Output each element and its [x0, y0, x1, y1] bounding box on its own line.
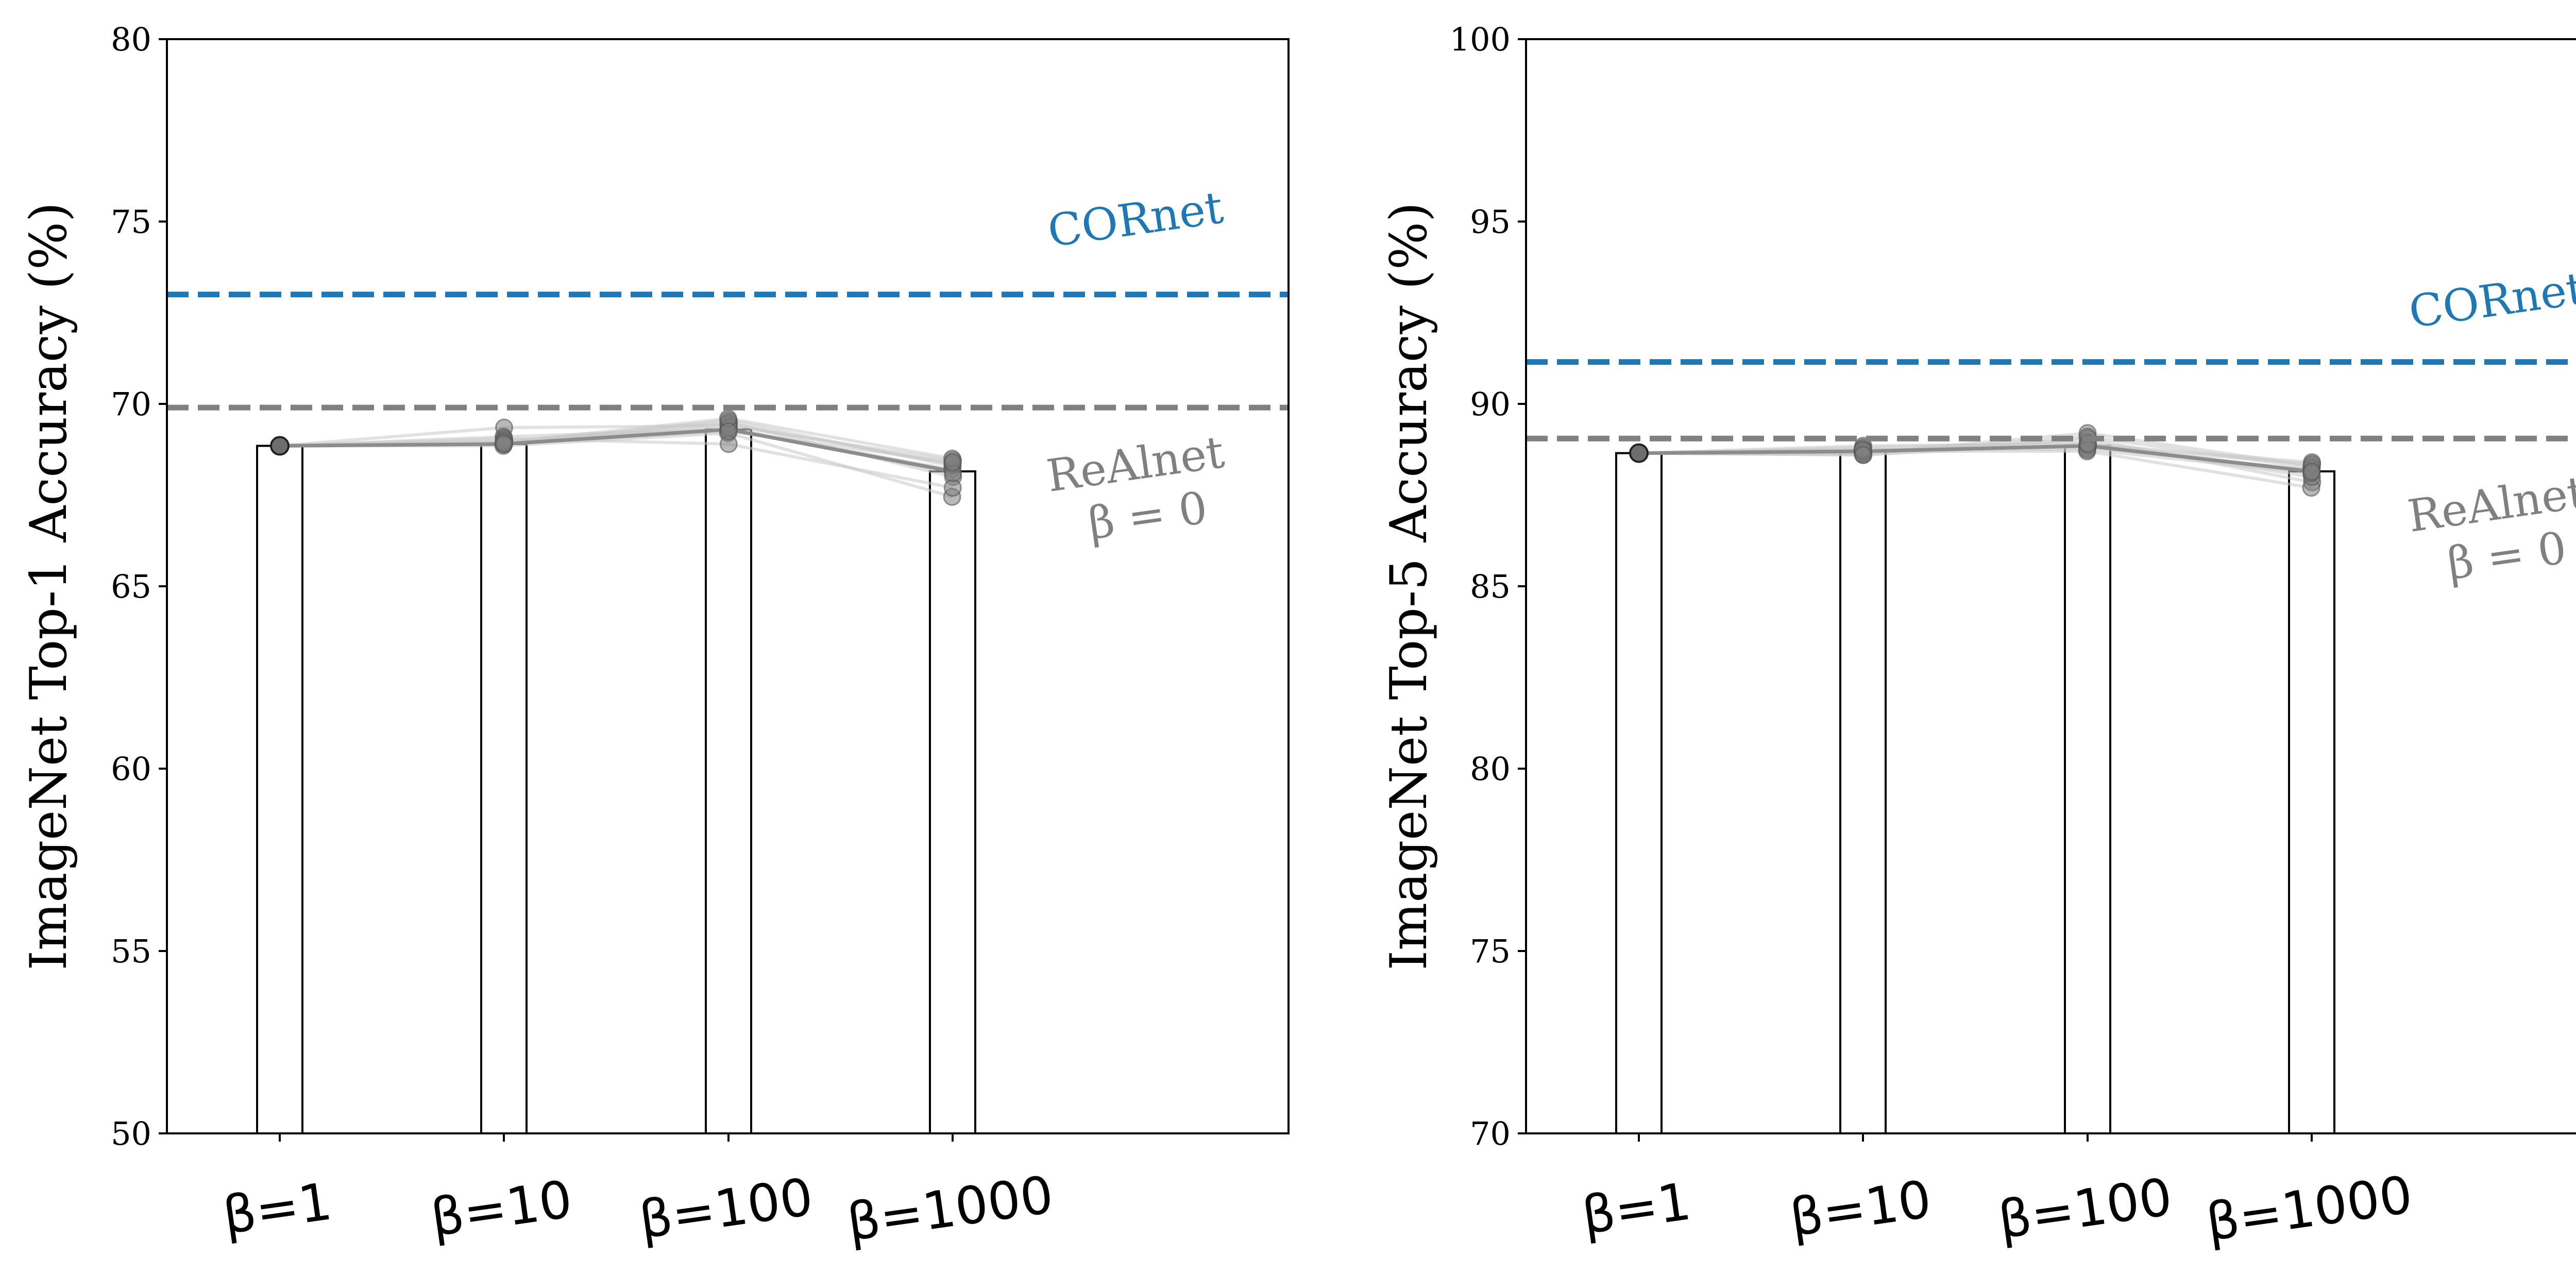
plot-area-top5	[1526, 39, 2576, 1133]
data-point	[495, 435, 513, 453]
y-tick-label: 75	[111, 203, 151, 241]
y-tick-label: 100	[1450, 21, 1511, 58]
x-tick-label: β=1000	[843, 1164, 1057, 1253]
y-tick-label: 85	[1470, 568, 1511, 605]
bar-4	[929, 470, 976, 1134]
y-tick-label: 65	[111, 568, 151, 605]
y-tick-label: 70	[111, 385, 151, 423]
data-point	[2302, 462, 2321, 481]
bar-1	[1615, 452, 1663, 1135]
data-point	[1854, 446, 1872, 464]
data-point	[943, 453, 962, 471]
bar-4	[2288, 470, 2335, 1134]
y-tick-label: 55	[111, 932, 151, 970]
y-tick-label: 95	[1470, 203, 1511, 241]
y-tick-label: 70	[1470, 1115, 1511, 1152]
data-point-highlight	[1629, 443, 1649, 463]
x-tick-label: β=100	[635, 1166, 816, 1250]
y-tick-label: 90	[1470, 385, 1511, 423]
bar-3	[705, 428, 752, 1134]
y-axis-title-top1: ImageNet Top-1 Accuracy (%)	[20, 202, 78, 970]
panel-top5: 70 75 80 85 90 95 100 β=1 β=10 β=100 β=1000 Image…	[1380, 21, 2576, 1253]
y-axis-title-top5: ImageNet Top-5 Accuracy (%)	[1380, 202, 1438, 970]
mean-line	[279, 428, 953, 473]
bar-2	[1839, 450, 1887, 1134]
bar-1	[256, 445, 303, 1134]
x-tick-label: β=10	[1786, 1169, 1935, 1248]
data-point-highlight	[270, 436, 290, 456]
y-tick-label: 80	[1470, 750, 1511, 788]
bar-3	[2064, 445, 2111, 1134]
y-tick-label: 50	[111, 1115, 151, 1152]
x-tick-label: β=1000	[2202, 1164, 2416, 1253]
x-tick-label: β=1	[219, 1171, 335, 1246]
y-tick-label: 60	[111, 750, 151, 788]
panel-top1: 50 55 60 65 70 75 80 β=1 β=10 β=100 β=1000 ImageN…	[20, 21, 1290, 1253]
bar-2	[480, 443, 528, 1134]
y-tick-label: 80	[111, 21, 151, 58]
y-tick-label: 75	[1470, 932, 1511, 970]
x-tick-label: β=1	[1578, 1171, 1694, 1246]
x-tick-label: β=100	[1994, 1166, 2175, 1250]
x-tick-label: β=10	[427, 1169, 575, 1248]
mean-line	[1638, 444, 2312, 473]
data-point	[719, 422, 738, 440]
